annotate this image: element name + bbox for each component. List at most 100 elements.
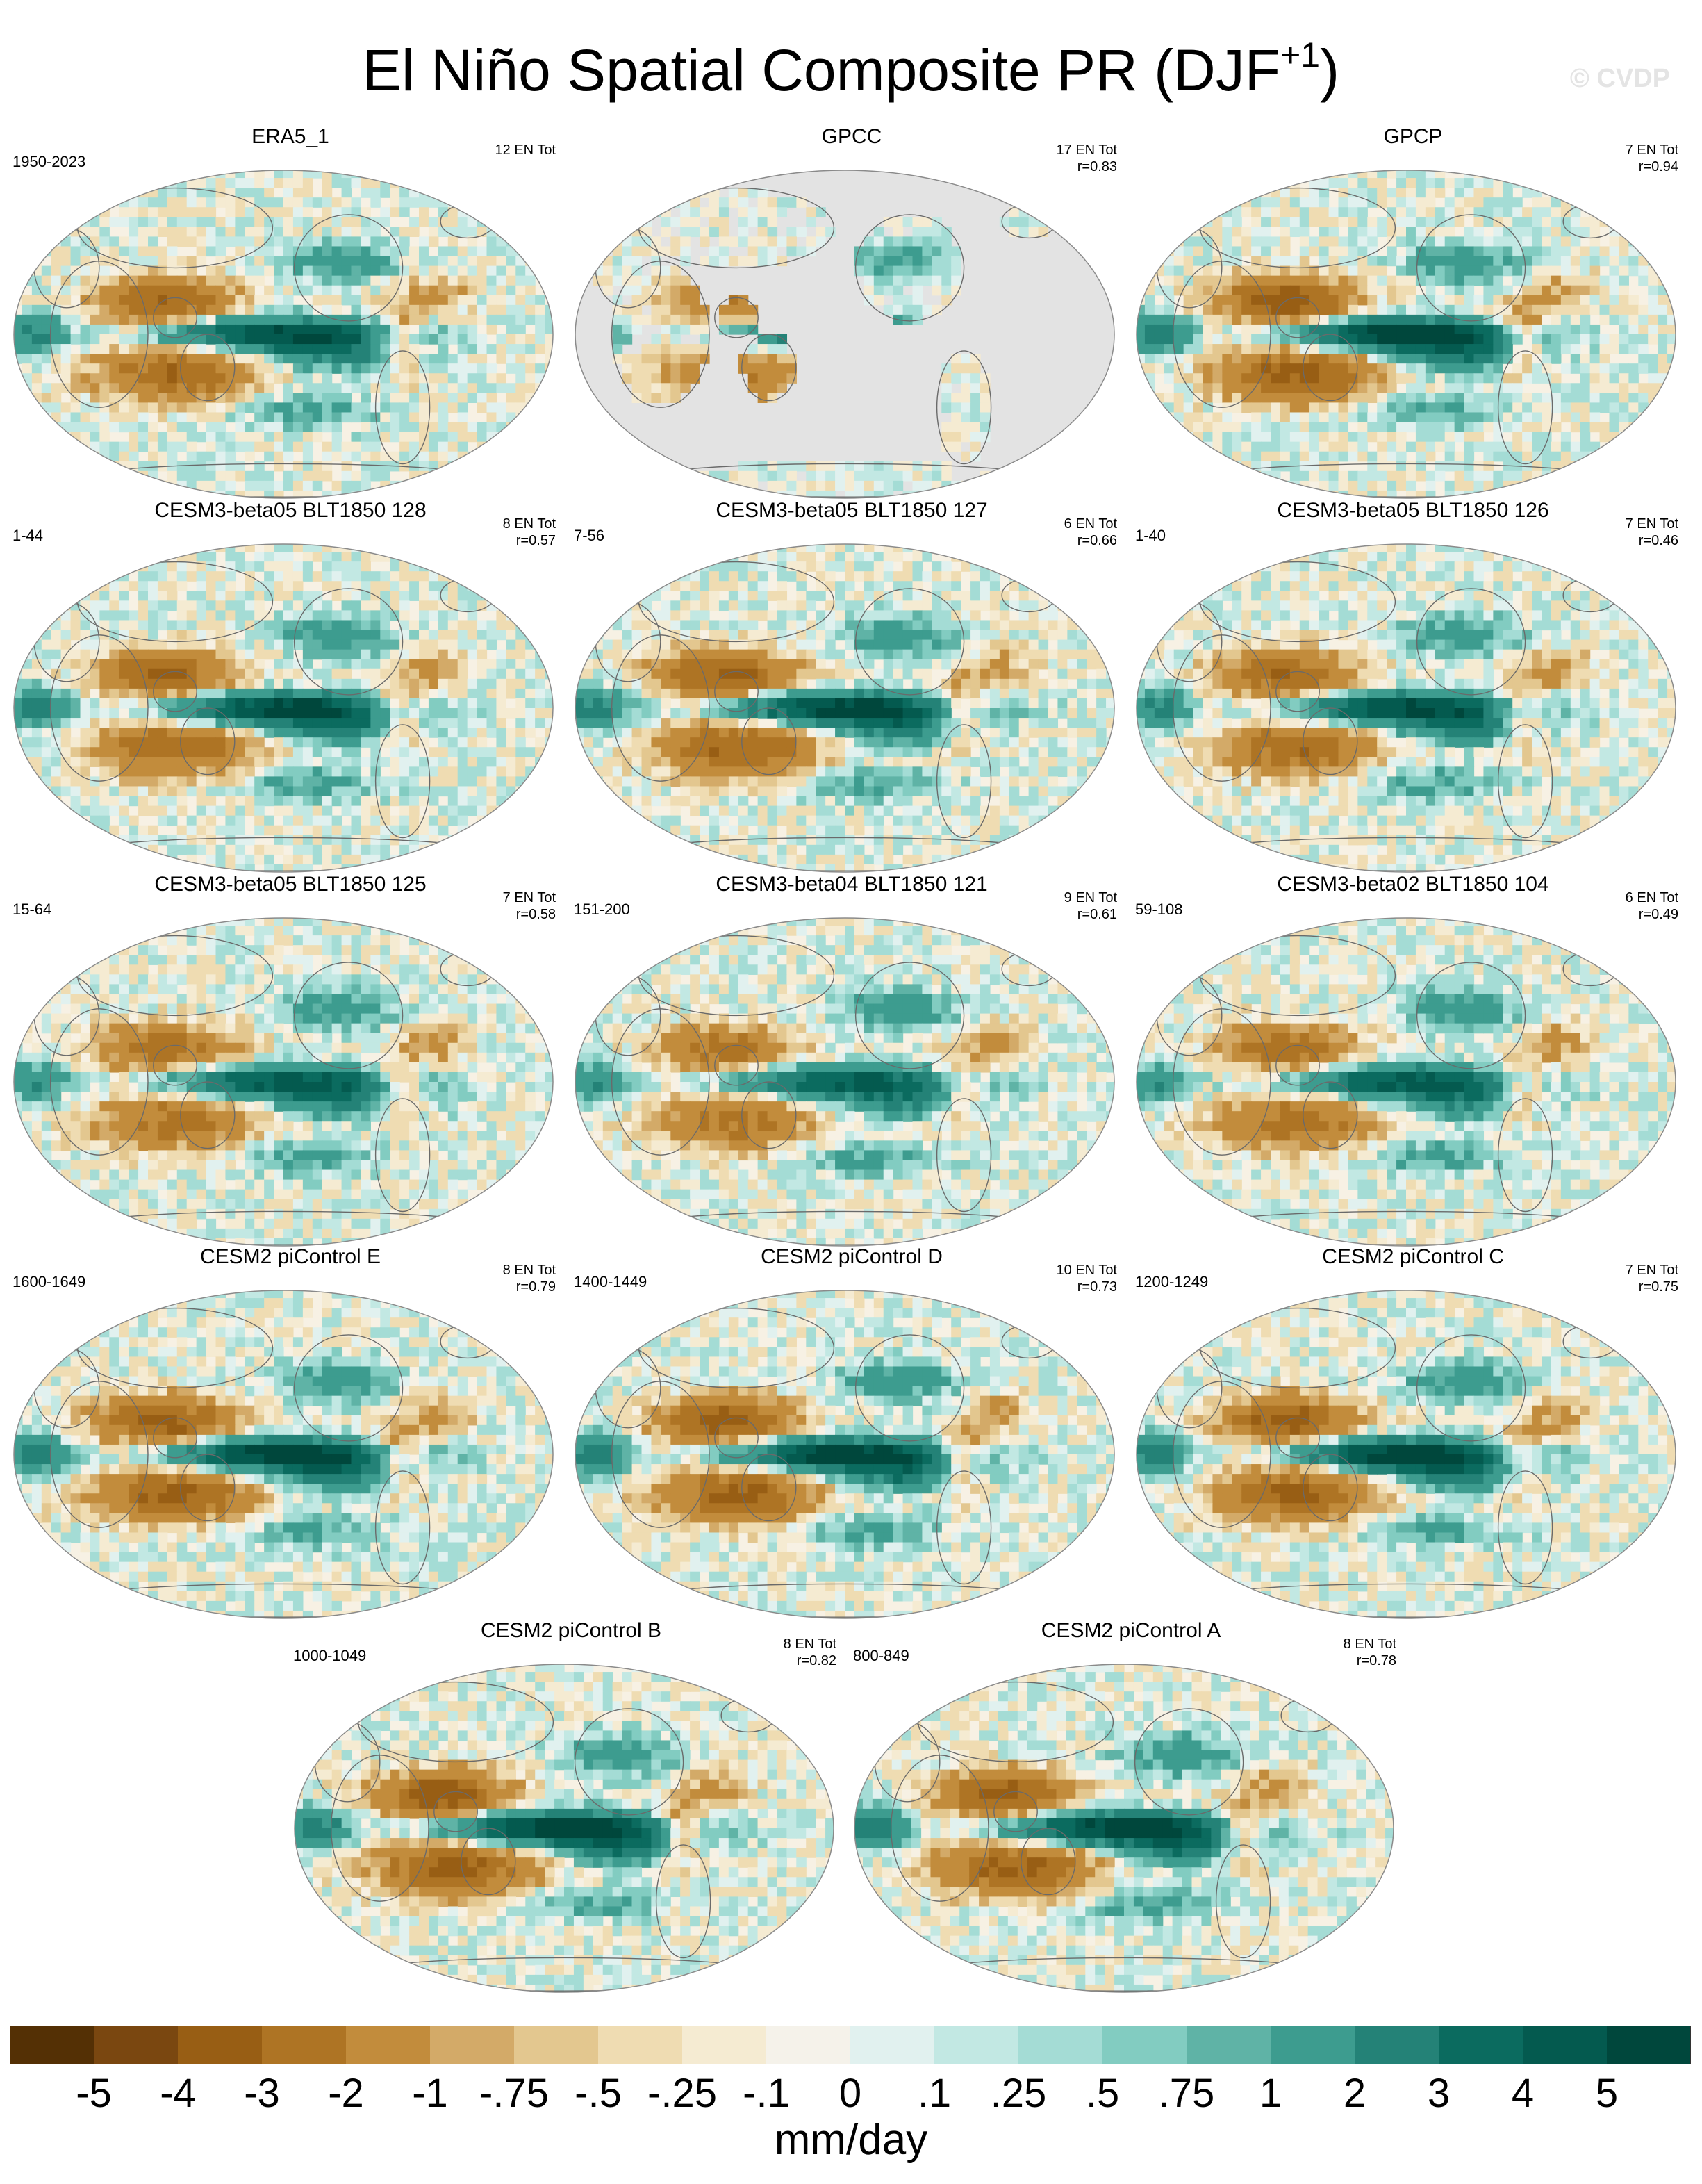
anomaly-cell <box>186 688 197 699</box>
anomaly-cell <box>1406 275 1416 286</box>
anomaly-cell <box>245 757 255 767</box>
anomaly-cell <box>302 422 313 433</box>
anomaly-cell <box>148 197 158 208</box>
anomaly-cell <box>545 688 553 699</box>
anomaly-cell <box>302 470 313 482</box>
anomaly-cell <box>767 246 778 257</box>
anomaly-cell <box>351 451 362 462</box>
anomaly-cell <box>1589 227 1601 238</box>
anomaly-cell <box>1560 412 1571 423</box>
anomaly-cell <box>1473 412 1485 423</box>
anomaly-cell <box>1144 295 1155 306</box>
anomaly-cell <box>322 422 333 433</box>
anomaly-cell <box>593 275 604 286</box>
anomaly-cell <box>138 412 149 423</box>
anomaly-cell <box>602 256 613 267</box>
anomaly-cell <box>1512 207 1523 217</box>
anomaly-cell <box>1319 178 1330 188</box>
anomaly-cell <box>438 805 449 816</box>
anomaly-cell <box>292 796 304 807</box>
anomaly-cell <box>447 217 458 227</box>
anomaly-cell <box>41 639 52 650</box>
anomaly-cell <box>1473 422 1485 433</box>
anomaly-cell <box>129 354 139 364</box>
anomaly-cell <box>312 718 323 728</box>
anomaly-cell <box>457 668 468 680</box>
anomaly-cell <box>235 275 245 286</box>
anomaly-cell <box>651 383 661 393</box>
anomaly-cell <box>206 737 217 748</box>
anomaly-cell <box>1415 383 1426 393</box>
anomaly-cell <box>235 334 245 345</box>
anomaly-cell <box>1473 227 1485 238</box>
anomaly-cell <box>292 170 304 179</box>
anomaly-cell <box>1444 461 1455 472</box>
anomaly-cell <box>525 630 536 641</box>
anomaly-cell <box>390 571 400 582</box>
anomaly-cell <box>148 422 158 433</box>
anomaly-cell <box>1570 275 1581 286</box>
anomaly-cell <box>245 344 255 354</box>
anomaly-cell <box>302 786 313 797</box>
anomaly-cell <box>109 422 119 433</box>
anomaly-cell <box>341 363 352 374</box>
anomaly-cell <box>51 393 62 404</box>
anomaly-cell <box>1271 461 1281 472</box>
anomaly-cell <box>361 441 371 452</box>
anomaly-cell <box>1580 227 1591 238</box>
anomaly-cell <box>361 610 371 621</box>
anomaly-cell <box>980 383 991 393</box>
anomaly-cell <box>331 698 342 709</box>
anomaly-cell <box>245 285 255 296</box>
anomaly-cell <box>1493 265 1503 277</box>
anomaly-cell <box>148 718 158 728</box>
anomaly-cell <box>283 412 294 423</box>
anomaly-cell <box>1473 402 1485 413</box>
anomaly-cell <box>747 256 759 267</box>
anomaly-cell <box>428 766 439 778</box>
anomaly-cell <box>1512 383 1523 393</box>
anomaly-cell <box>718 304 729 315</box>
anomaly-cell <box>1328 217 1339 227</box>
anomaly-cell <box>1570 402 1581 413</box>
anomaly-cell <box>138 766 149 778</box>
anomaly-cell <box>361 688 371 699</box>
anomaly-cell <box>447 688 458 699</box>
anomaly-cell <box>922 227 932 238</box>
anomaly-cell <box>41 422 52 433</box>
anomaly-cell <box>1648 256 1658 267</box>
anomaly-cell <box>80 688 91 699</box>
anomaly-cell <box>380 610 390 621</box>
anomaly-cell <box>932 285 942 296</box>
anomaly-cell <box>718 256 729 267</box>
anomaly-cell <box>1454 295 1465 306</box>
anomaly-cell <box>1435 236 1446 247</box>
anomaly-cell <box>409 698 420 709</box>
anomaly-cell <box>292 600 304 611</box>
anomaly-cell <box>893 236 904 247</box>
anomaly-cell <box>835 470 845 482</box>
anomaly-cell <box>312 786 323 797</box>
anomaly-cell <box>331 295 342 306</box>
anomaly-cell <box>1493 344 1503 354</box>
anomaly-cell <box>709 480 720 491</box>
anomaly-cell <box>409 581 420 591</box>
anomaly-cell <box>167 275 178 286</box>
panel-title: CESM3-beta05 BLT1850 128 <box>154 499 427 522</box>
anomaly-cell <box>235 461 245 472</box>
anomaly-cell <box>370 432 381 443</box>
anomaly-cell <box>302 854 313 865</box>
anomaly-cell <box>1473 178 1485 188</box>
anomaly-cell <box>70 412 81 423</box>
anomaly-cell <box>380 815 390 826</box>
anomaly-cell <box>438 718 449 728</box>
anomaly-cell <box>119 197 129 208</box>
anomaly-cell <box>99 334 110 345</box>
anomaly-cell <box>1203 256 1214 267</box>
anomaly-cell <box>1473 256 1485 267</box>
anomaly-cell <box>1299 441 1310 452</box>
anomaly-cell <box>1232 344 1242 354</box>
anomaly-cell <box>457 334 468 345</box>
anomaly-cell <box>419 649 429 660</box>
anomaly-cell <box>1319 265 1330 277</box>
